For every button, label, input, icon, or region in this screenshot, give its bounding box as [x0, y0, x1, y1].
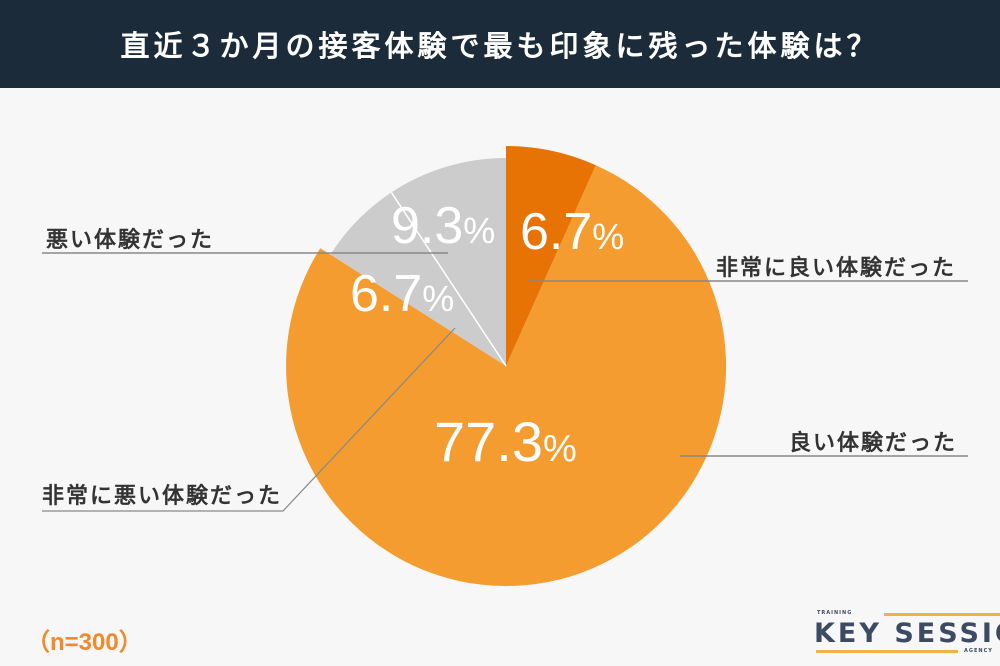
- logo-name: KEY SESSION: [814, 618, 1000, 649]
- chart-title: 直近３か月の接客体験で最も印象に残った体験は？: [120, 29, 880, 63]
- logo-bar-top: [884, 613, 1000, 616]
- logo-training-text: TRAINING: [817, 610, 853, 616]
- label-very-good: 非常に良い体験だった: [716, 256, 957, 281]
- slice-very-bad: [330, 192, 506, 366]
- logo-bar-bottom: [816, 650, 958, 653]
- sample-size: （n=300）: [26, 629, 143, 656]
- label-very-bad: 非常に悪い体験だった: [42, 484, 283, 509]
- percent-good: 77.3%: [434, 410, 577, 473]
- leader-very-bad: [42, 327, 456, 512]
- label-good: 良い体験だった: [789, 431, 958, 456]
- percent-bad: 9.3%: [391, 197, 496, 255]
- label-bad: 悪い体験だった: [46, 228, 215, 253]
- slice-good: [286, 165, 727, 587]
- slice-bad: [391, 158, 506, 366]
- percent-very-good: 6.7%: [520, 203, 625, 261]
- key-session-logo: TRAINING KEY SESSION AGENCY: [812, 608, 1000, 658]
- title-bar: 直近３か月の接客体験で最も印象に残った体験は？: [0, 0, 1000, 88]
- percent-very-bad: 6.7%: [350, 265, 455, 323]
- logo-agency-text: AGENCY: [964, 648, 993, 654]
- slice-very-good: [506, 146, 596, 366]
